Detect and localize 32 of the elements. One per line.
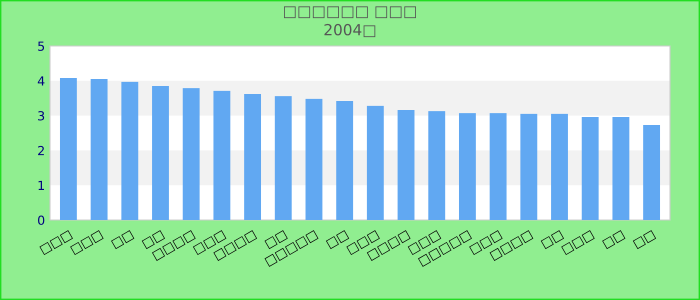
bar <box>213 90 230 220</box>
bar <box>582 116 599 220</box>
x-tick-label: □□ <box>632 230 656 250</box>
bar <box>60 78 77 220</box>
bar <box>458 113 476 220</box>
y-tick-label: 2 <box>38 146 44 156</box>
bar <box>244 94 262 220</box>
bar <box>182 88 200 220</box>
chart-title: □□□□□□ □□□ <box>284 6 416 18</box>
bar <box>612 116 630 220</box>
bar <box>643 124 660 220</box>
y-tick-label: 4 <box>38 76 44 86</box>
bar <box>274 96 292 220</box>
bar <box>398 110 414 220</box>
bar <box>306 98 322 220</box>
chart-subtitle: 2004□ <box>324 24 376 38</box>
bar <box>90 79 108 220</box>
bar <box>152 86 169 220</box>
bar <box>551 114 568 220</box>
x-tick-label: □□ <box>111 230 134 250</box>
y-tick-label: 5 <box>38 42 44 51</box>
y-tick-label: 1 <box>38 180 44 190</box>
x-tick-label: □□ <box>602 230 626 250</box>
bar <box>490 113 507 220</box>
y-tick-label: 3 <box>38 111 44 121</box>
bar <box>520 114 538 220</box>
x-tick-label: □□ <box>326 230 350 250</box>
bar <box>336 100 354 220</box>
bar <box>366 106 384 220</box>
y-tick-label: 0 <box>38 215 44 225</box>
bar <box>428 111 446 220</box>
bar <box>121 82 138 220</box>
